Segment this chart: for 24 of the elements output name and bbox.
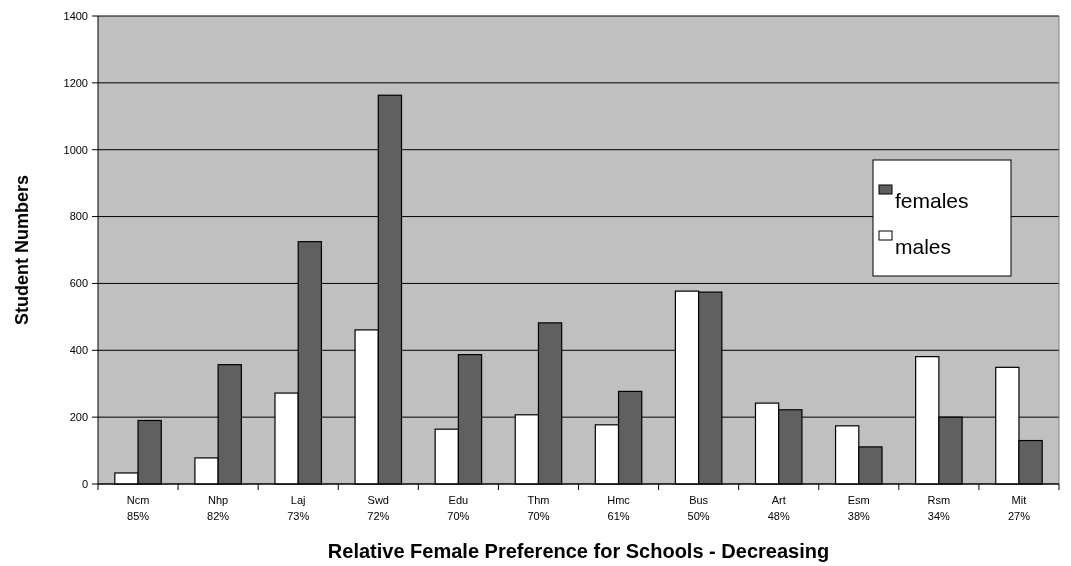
y-tick-label: 600: [69, 277, 88, 290]
y-tick-label: 1400: [63, 9, 88, 22]
y-tick-label: 1000: [63, 143, 88, 156]
x-tick-label: Edu 70%: [447, 494, 470, 522]
x-tick-label: Swd 72%: [367, 494, 390, 522]
y-tick-label: 1200: [63, 76, 88, 89]
legend-label: males: [895, 235, 952, 258]
x-tick-label: Mit 27%: [1007, 494, 1031, 522]
y-tick-label: 400: [69, 344, 88, 357]
y-axis-title: Student Numbers: [12, 174, 32, 326]
x-tick-label: Nhp 82%: [207, 494, 230, 522]
x-tick-label: Esm 38%: [847, 494, 871, 522]
x-tick-label: Bus 50%: [687, 494, 710, 522]
x-tick-label: Art 48%: [767, 494, 790, 522]
y-tick-label: 0: [81, 477, 88, 490]
y-tick-label: 200: [69, 410, 88, 423]
x-tick-label: Ncm 85%: [126, 494, 150, 522]
x-tick-label: Thm 70%: [527, 494, 550, 522]
x-tick-label: Rsm 34%: [927, 494, 951, 522]
y-tick-label: 800: [69, 210, 88, 223]
x-tick-label: Laj 73%: [287, 494, 310, 522]
x-axis-title: Relative Female Preference for Schools - Decreasing: [327, 540, 830, 562]
x-tick-label: Hmc 61%: [607, 494, 631, 522]
legend-label: females: [895, 189, 969, 212]
